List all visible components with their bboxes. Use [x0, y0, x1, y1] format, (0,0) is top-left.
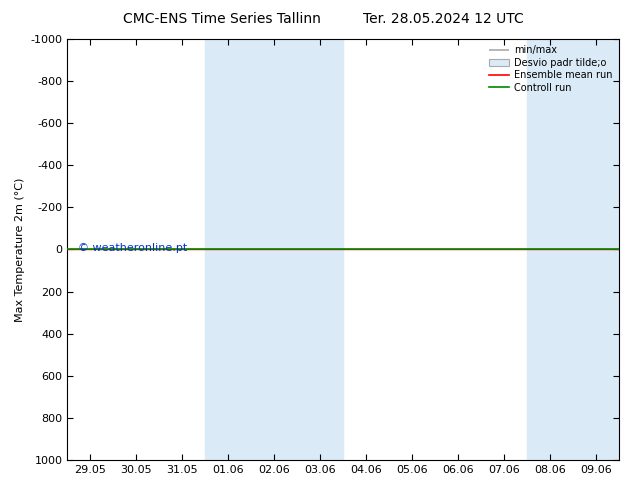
Y-axis label: Max Temperature 2m (°C): Max Temperature 2m (°C) [15, 177, 25, 321]
Text: Ter. 28.05.2024 12 UTC: Ter. 28.05.2024 12 UTC [363, 12, 524, 26]
Bar [527, 39, 619, 460]
Bar [205, 39, 343, 460]
Text: © weatheronline.pt: © weatheronline.pt [79, 243, 188, 253]
Text: CMC-ENS Time Series Tallinn: CMC-ENS Time Series Tallinn [123, 12, 321, 26]
Legend: min/max, Desvio padr tilde;o, Ensemble mean run, Controll run: min/max, Desvio padr tilde;o, Ensemble m… [488, 44, 614, 95]
